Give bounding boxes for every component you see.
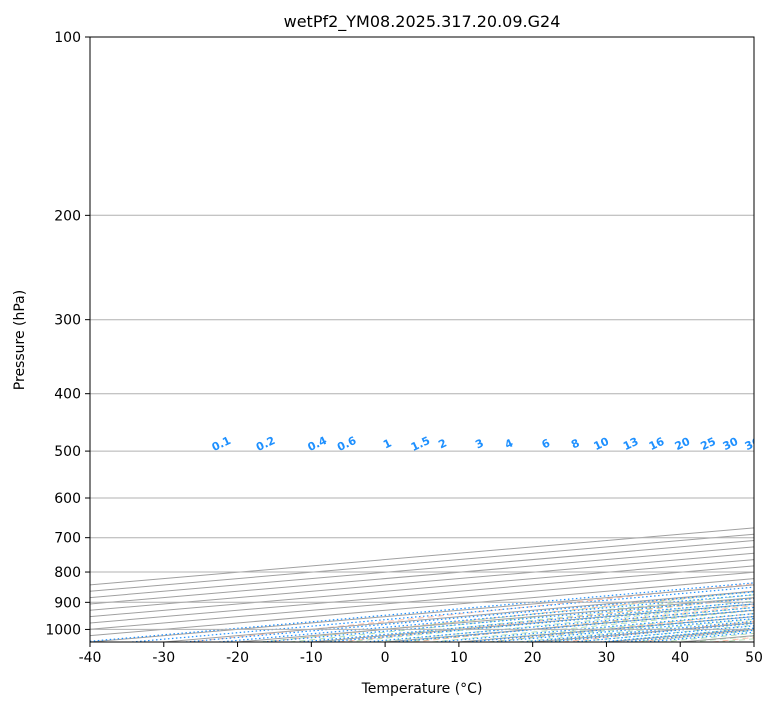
y-tick-label: 900 [54, 595, 81, 611]
y-tick-label: 100 [54, 30, 81, 46]
mixing-ratio-label: 25 [699, 435, 718, 453]
x-tick-label: -10 [300, 650, 323, 666]
y-axis-label: Pressure (hPa) [12, 290, 28, 390]
mixing-ratio-line [365, 606, 754, 642]
x-axis: -40 -30 -20 -10 0 10 20 30 40 50 [79, 642, 763, 666]
mixing-ratio-line [436, 613, 754, 642]
isotherm-line [90, 533, 754, 592]
y-tick-label: 700 [54, 531, 81, 547]
x-tick-label: 30 [598, 650, 616, 666]
y-axis: 100 200 300 400 500 600 700 800 900 1000 [45, 30, 90, 638]
isotherm-line [753, 641, 754, 642]
isotherm-line [90, 540, 754, 599]
y-tick-label: 600 [54, 491, 81, 507]
isotherm-line [90, 527, 754, 586]
y-tick-label: 500 [54, 444, 81, 460]
plot-frame [89, 36, 755, 643]
mixing-ratio-label: 20 [673, 435, 693, 453]
plot-background [90, 37, 754, 642]
moist-adiabat [260, 591, 754, 642]
mixing-ratio-label: 10 [592, 435, 612, 453]
y-tick-label: 800 [54, 565, 81, 581]
x-tick-label: 50 [745, 650, 763, 666]
x-tick-label: 40 [671, 650, 689, 666]
y-tick-label: 1000 [45, 622, 81, 638]
y-tick-label: 300 [54, 313, 81, 329]
x-tick-label: 0 [381, 650, 390, 666]
mixing-ratio-line [90, 582, 754, 642]
chart-title: wetPf2_YM08.2025.317.20.09.G24 [284, 12, 561, 32]
mixing-ratio-label: 16 [647, 435, 667, 453]
mixing-ratio-line [468, 615, 754, 642]
mixing-ratio-label: 30 [721, 435, 741, 453]
x-tick-label: -20 [226, 650, 249, 666]
mixing-ratio-line [394, 609, 754, 642]
mixing-ratio-label: 13 [621, 435, 640, 453]
pressure-gridlines [90, 37, 754, 630]
x-tick-label: -40 [79, 650, 102, 666]
x-tick-label: 20 [524, 650, 542, 666]
mixing-ratio-label: 36 [743, 435, 763, 453]
y-tick-label: 400 [54, 387, 81, 403]
x-tick-label: -30 [152, 650, 175, 666]
y-tick-label: 200 [54, 208, 81, 224]
dry-adiabat [263, 590, 754, 642]
x-tick-label: 10 [450, 650, 468, 666]
x-axis-label: Temperature (°C) [361, 681, 483, 697]
background-lines [90, 527, 754, 642]
